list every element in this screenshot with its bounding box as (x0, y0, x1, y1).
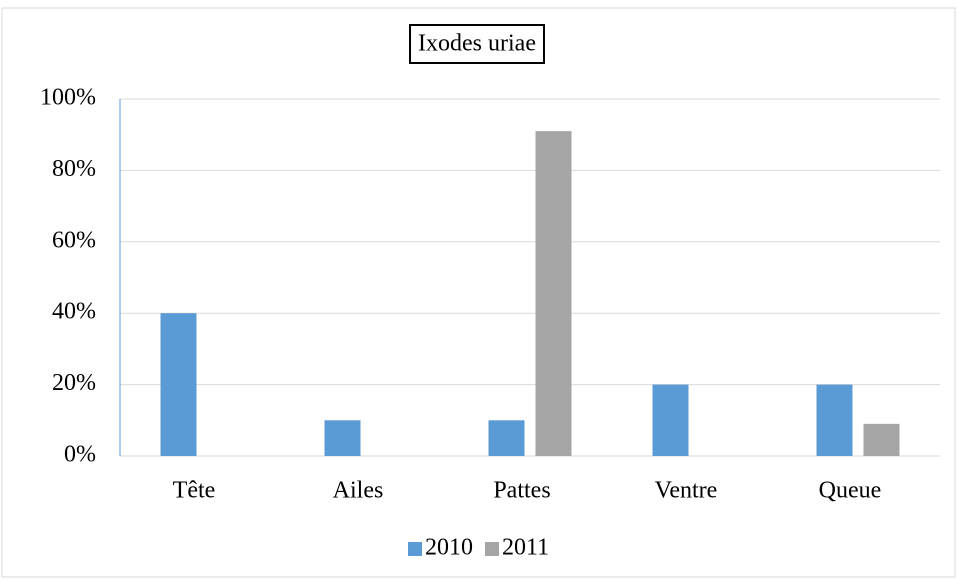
x-tick-label: Tête (173, 478, 216, 504)
y-tick-label: 0% (64, 442, 96, 468)
bar (160, 313, 197, 456)
legend-label: 2011 (502, 535, 549, 561)
legend-label: 2010 (425, 535, 473, 561)
bar (652, 384, 689, 456)
title-box (409, 24, 545, 64)
y-tick-label: 20% (52, 370, 96, 396)
chart-border (1, 7, 956, 578)
y-tick-label: 40% (52, 299, 96, 325)
x-tick-label: Queue (819, 478, 882, 504)
y-tick-label: 80% (52, 156, 96, 182)
x-tick-label: Pattes (493, 478, 550, 504)
bar (488, 420, 525, 456)
bar (863, 423, 900, 456)
bar (324, 420, 361, 456)
legend-swatch (485, 542, 499, 556)
x-tick-label: Ailes (333, 478, 384, 504)
chart-title: Ixodes uriae (418, 31, 536, 57)
y-tick-label: 60% (52, 227, 96, 253)
x-tick-label: Ventre (655, 478, 718, 504)
legend-swatch (408, 542, 422, 556)
bar (816, 384, 853, 456)
y-tick-label: 100% (40, 85, 96, 111)
bar (535, 131, 572, 456)
